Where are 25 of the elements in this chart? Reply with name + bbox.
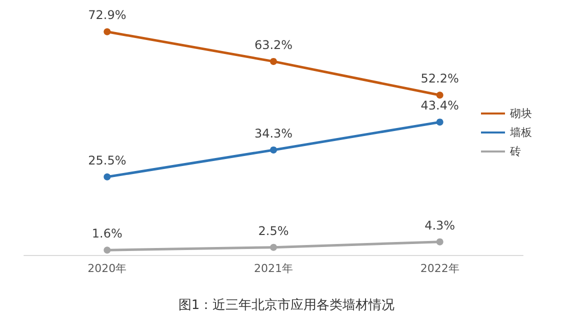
data-label: 1.6%: [92, 226, 122, 241]
x-tick-label: 2022年: [420, 262, 460, 275]
data-label: 63.2%: [254, 38, 293, 52]
data-label: 52.2%: [420, 72, 459, 86]
data-label: 34.3%: [254, 126, 293, 140]
data-label: 2.5%: [258, 224, 289, 238]
point: [104, 28, 111, 36]
data-label: 72.9%: [88, 8, 126, 22]
x-tick-label: 2020年: [88, 262, 127, 275]
data-label: 4.3%: [424, 218, 456, 232]
point: [436, 92, 444, 99]
data-label: 43.4%: [420, 98, 459, 113]
point: [104, 173, 111, 180]
text: 图1：近三年北京市应用各类墙材情况: [178, 297, 395, 313]
point: [104, 246, 111, 254]
legend-label: 砌块: [509, 107, 532, 120]
data-label: 25.5%: [88, 153, 126, 168]
legend-label: 砖: [509, 145, 521, 158]
legend-label: 墙板: [509, 126, 532, 139]
point: [270, 146, 277, 154]
x-tick-label: 2021年: [254, 262, 293, 275]
point: [436, 238, 444, 246]
point: [270, 58, 277, 65]
point: [270, 244, 277, 251]
point: [436, 118, 444, 126]
